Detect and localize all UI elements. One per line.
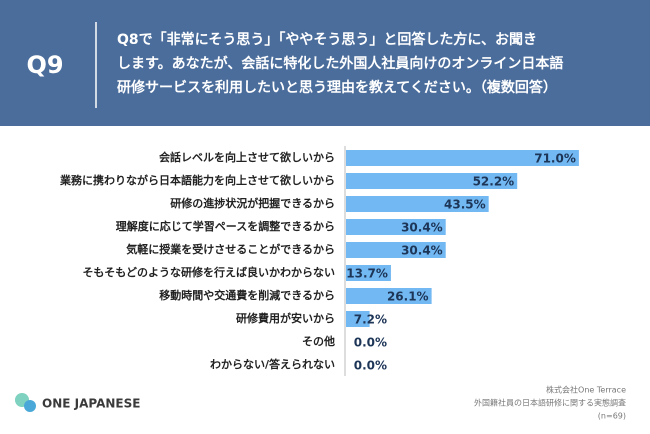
category-label: わからない/答えられない bbox=[210, 357, 335, 371]
source-text: 外国籍社員の日本語研修に関する実態調査 bbox=[474, 398, 626, 408]
value-label: 52.2% bbox=[473, 175, 515, 189]
bar bbox=[346, 219, 446, 235]
value-label: 43.5% bbox=[444, 198, 486, 212]
source-text: 株式会社One Terrace bbox=[546, 385, 626, 395]
question-text: 研修サービスを利用したいと思う理由を教えてください。（複数回答） bbox=[117, 79, 557, 96]
value-label: 0.0% bbox=[354, 336, 387, 350]
value-label: 71.0% bbox=[534, 152, 576, 166]
bar bbox=[346, 288, 432, 304]
category-label: 研修費用が安いから bbox=[236, 311, 335, 325]
category-label: 気軽に授業を受けさせることができるから bbox=[126, 242, 335, 256]
value-label: 30.4% bbox=[401, 221, 443, 235]
question-text: します。あなたが、会話に特化した外国人社員向けのオンライン日本語 bbox=[117, 55, 563, 72]
logo-text: ONE JAPANESE bbox=[42, 397, 140, 411]
category-label: そもそもどのような研修を行えば良いかわからない bbox=[82, 265, 335, 279]
category-label: 業務に携わりながら日本語能力を向上させて欲しいから bbox=[59, 173, 335, 187]
category-label: 理解度に応じて学習ペースを調整できるから bbox=[116, 219, 335, 233]
value-label: 13.7% bbox=[346, 267, 388, 281]
value-label: 7.2% bbox=[354, 313, 387, 327]
value-label: 26.1% bbox=[387, 290, 429, 304]
bar bbox=[346, 173, 518, 189]
category-label: 研修の進捗状況が把握できるから bbox=[170, 196, 335, 210]
question-number: Q9 bbox=[26, 51, 63, 79]
bar bbox=[346, 150, 579, 166]
logo: ONE JAPANESE bbox=[15, 393, 140, 412]
bar bbox=[346, 311, 370, 327]
value-label: 30.4% bbox=[401, 244, 443, 258]
logo-icon bbox=[24, 400, 36, 412]
bar bbox=[346, 265, 391, 281]
category-label: 移動時間や交通費を削減できるから bbox=[159, 288, 335, 302]
category-label: 会話レベルを向上させて欲しいから bbox=[159, 150, 335, 164]
header-band bbox=[0, 0, 650, 126]
question-text: Q8で「非常にそう思う」「ややそう思う」と回答した方に、お聞き bbox=[117, 31, 537, 48]
value-label: 0.0% bbox=[354, 359, 387, 373]
bar bbox=[346, 242, 446, 258]
bar bbox=[346, 196, 489, 212]
category-label: その他 bbox=[302, 334, 335, 348]
source-text: (n=69) bbox=[598, 412, 626, 421]
